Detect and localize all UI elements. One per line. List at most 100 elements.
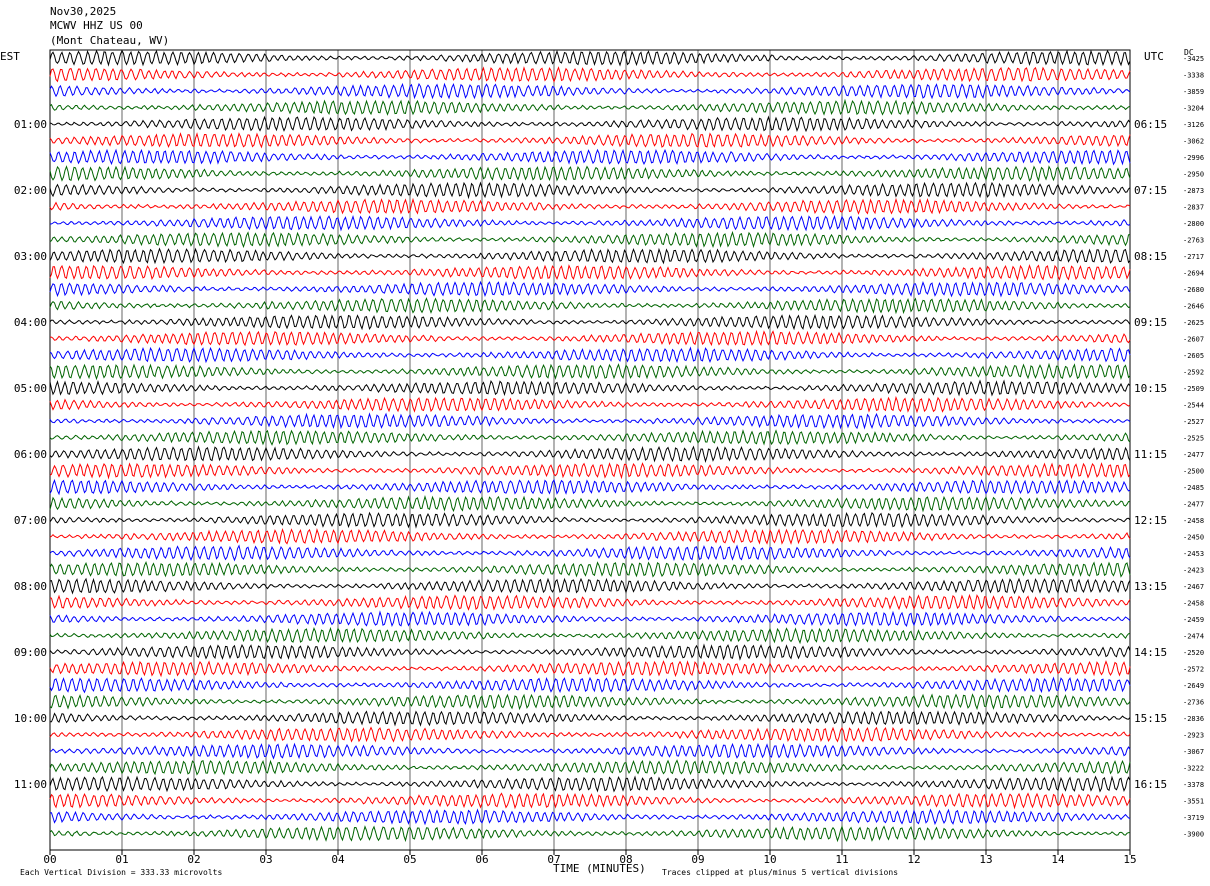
right-hour-label: 06:15 [1134,118,1167,131]
dc-offset-value: -2837 [1183,204,1204,212]
seismic-trace [49,181,1131,200]
seismic-trace [49,379,1131,397]
header-date: Nov30,2025 [50,5,117,18]
seismic-trace [49,362,1131,381]
seismic-trace [49,98,1131,116]
seismic-trace [49,148,1131,166]
x-tick-label: 09 [691,853,704,866]
seismic-trace [49,726,1131,743]
dc-offset-value: -2458 [1183,600,1204,608]
seismic-trace [49,412,1131,430]
x-tick-label: 04 [331,853,345,866]
x-tick-label: 00 [43,853,56,866]
seismic-trace [49,593,1131,611]
dc-offset-value: -3900 [1183,831,1204,839]
dc-offset-value: -2736 [1183,699,1204,707]
dc-offset-value: -2459 [1183,616,1204,624]
dc-offset-value: -2694 [1183,270,1204,278]
left-hour-label: 01:00 [14,118,47,131]
seismic-trace [49,313,1131,331]
left-hour-label: 04:00 [14,316,47,329]
x-tick-label: 15 [1123,853,1136,866]
dc-offset-value: -2605 [1183,352,1204,360]
right-hour-label: 08:15 [1134,250,1167,263]
dc-offset-value: -2477 [1183,501,1204,509]
dc-offset-value: -2485 [1183,484,1204,492]
seismic-trace [49,297,1131,315]
seismic-trace [49,577,1131,595]
dc-offset-value: -2458 [1183,517,1204,525]
dc-offset-value: -3859 [1183,88,1204,96]
right-timezone-label: UTC [1144,50,1164,63]
dc-offset-value: -2450 [1183,534,1204,542]
x-tick-label: 11 [835,853,848,866]
right-hour-label: 13:15 [1134,580,1167,593]
right-hour-label: 12:15 [1134,514,1167,527]
dc-offset-value: -2996 [1183,154,1204,162]
seismic-trace [49,544,1131,562]
dc-offset-value: -3067 [1183,748,1204,756]
seismic-trace [49,115,1131,133]
x-tick-label: 14 [1051,853,1065,866]
dc-offset-value: -3378 [1183,781,1204,789]
dc-offset-value: -2836 [1183,715,1204,723]
left-hour-label: 06:00 [14,448,47,461]
dc-offset-value: -2923 [1183,732,1204,740]
seismic-trace [49,759,1131,776]
dc-offset-value: -2525 [1183,435,1204,443]
left-hour-label: 10:00 [14,712,47,725]
seismic-trace [49,478,1131,496]
seismic-trace [49,66,1131,83]
dc-offset-value: -2453 [1183,550,1204,558]
seismic-trace [49,808,1131,826]
seismic-trace [49,346,1131,364]
x-tick-label: 02 [187,853,200,866]
dc-offset-value: -3551 [1183,798,1204,806]
header-station: MCWV HHZ US 00 [50,19,143,32]
dc-offset-value: -2950 [1183,171,1204,179]
seismic-trace [49,775,1131,793]
dc-offset-value: -3062 [1183,138,1204,146]
seismic-trace [49,494,1131,513]
dc-label: DC [1184,48,1194,57]
seismic-trace [49,511,1131,529]
dc-offset-value: -2477 [1183,451,1204,459]
x-tick-label: 05 [403,853,416,866]
x-tick-label: 10 [763,853,776,866]
seismic-trace [49,214,1131,232]
seismic-trace [49,462,1131,480]
dc-offset-value: -2527 [1183,418,1204,426]
seismic-trace [49,445,1131,463]
left-hour-label: 03:00 [14,250,47,263]
x-tick-label: 12 [907,853,920,866]
seismic-trace [49,230,1131,249]
x-tick-label: 06 [475,853,488,866]
right-hour-label: 07:15 [1134,184,1167,197]
seismic-trace [49,660,1131,678]
dc-offset-value: -2680 [1183,286,1204,294]
right-hour-label: 11:15 [1134,448,1167,461]
dc-offset-value: -2607 [1183,336,1204,344]
dc-offset-value: -2474 [1183,633,1204,641]
x-tick-label: 01 [115,853,128,866]
seismic-trace [50,329,1131,347]
dc-offset-value: -2467 [1183,583,1204,591]
right-hour-label: 16:15 [1134,778,1167,791]
x-tick-label: 08 [619,853,632,866]
x-axis-label: TIME (MINUTES) [553,862,646,875]
dc-offset-value: -2572 [1183,666,1204,674]
seismic-trace [50,710,1131,727]
dc-offset-value: -2625 [1183,319,1204,327]
dc-offset-value: -3222 [1183,765,1204,773]
dc-offset-value: -2763 [1183,237,1204,245]
right-hour-label: 15:15 [1134,712,1167,725]
seismic-trace [49,280,1131,298]
seismic-trace [49,626,1131,645]
dc-offset-value: -3338 [1183,72,1204,80]
left-hour-label: 11:00 [14,778,47,791]
dc-offset-value: -2646 [1183,303,1204,311]
seismic-trace [49,429,1131,446]
dc-offset-value: -3126 [1183,121,1204,129]
right-hour-label: 14:15 [1134,646,1167,659]
left-hour-label: 07:00 [14,514,47,527]
